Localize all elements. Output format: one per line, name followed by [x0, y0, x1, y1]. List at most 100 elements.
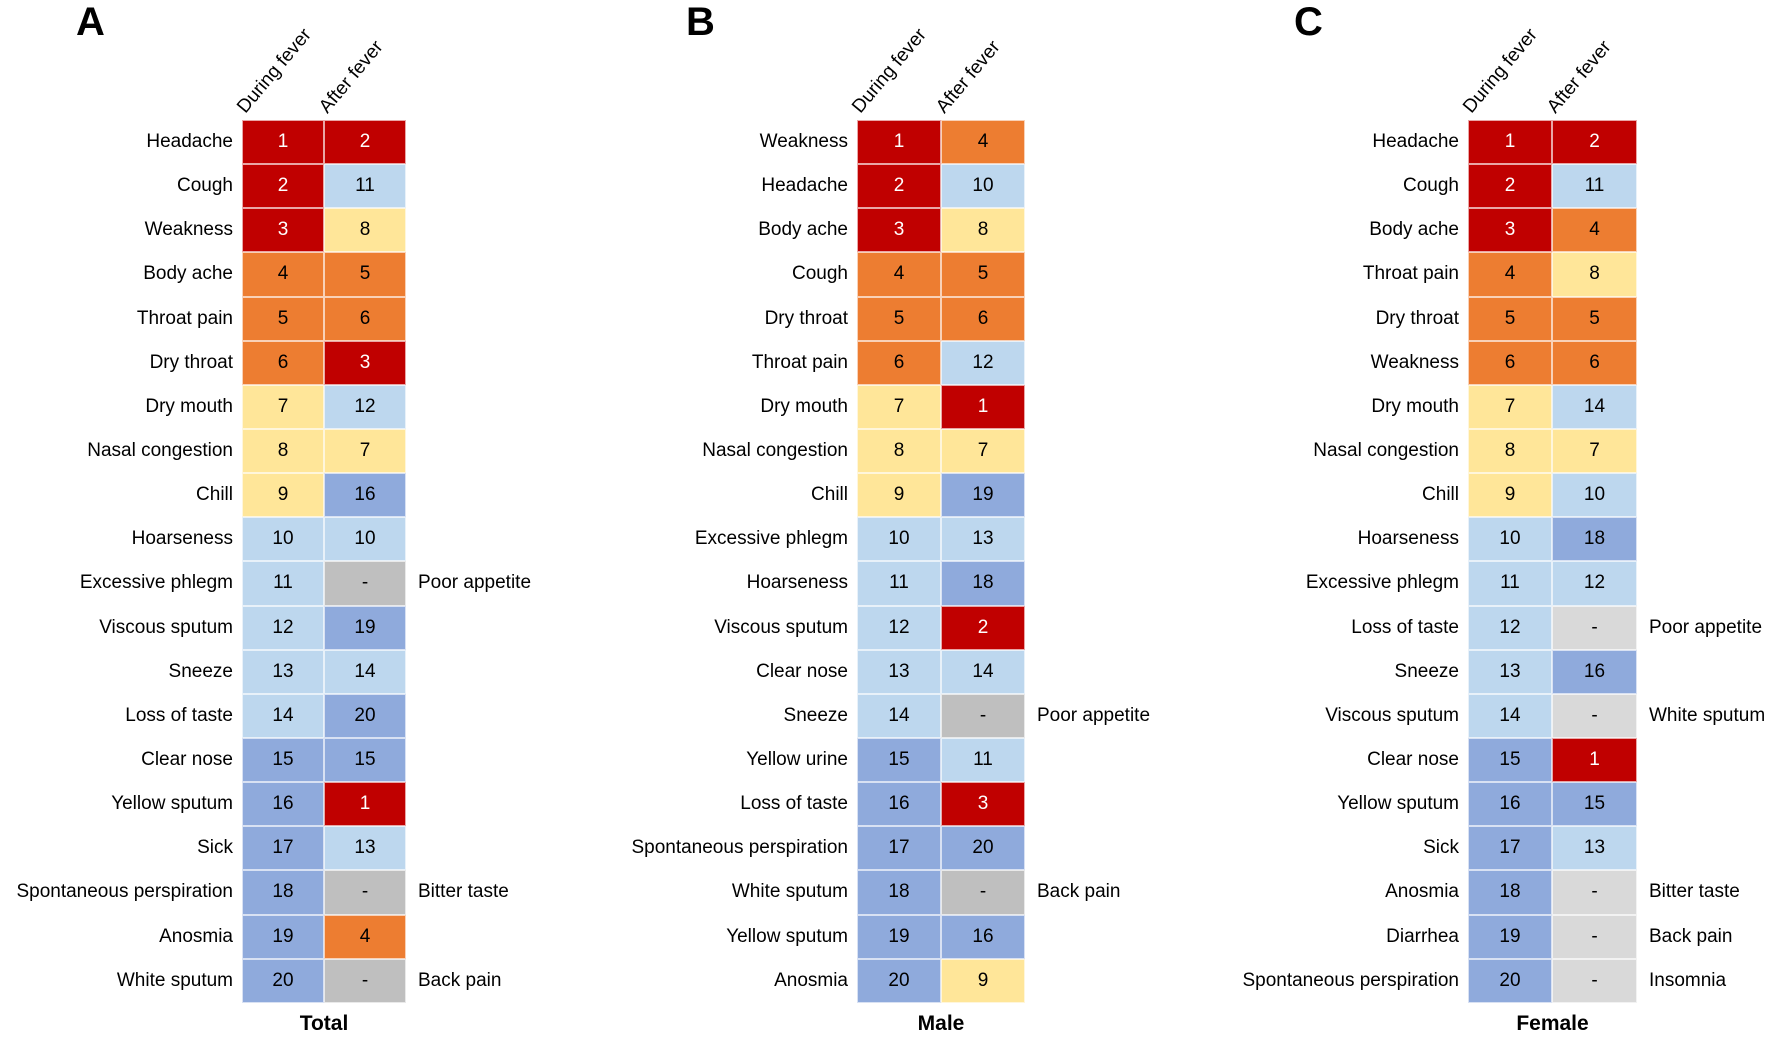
rank-cell-during: 11 [1468, 561, 1552, 606]
symptom-label: Loss of taste [125, 704, 233, 726]
rank-cell-after: - [1552, 914, 1637, 959]
rank-cell-during: 7 [857, 384, 941, 429]
column-header-during-label: During fever [233, 24, 316, 118]
rank-cell-during: 15 [242, 737, 324, 783]
annotation-label [1637, 297, 1772, 341]
annotation-label [406, 120, 616, 164]
rank-cell-during: 10 [857, 517, 941, 562]
rank-cell-after: 15 [324, 737, 406, 783]
symptom-label: Excessive phlegm [1305, 572, 1459, 594]
rank-cell-during: 11 [242, 561, 324, 606]
rank-cell-after: 16 [941, 914, 1025, 959]
column-header-after: After fever [932, 0, 1025, 120]
symptom-label: Yellow sputum [726, 925, 848, 947]
symptom-label: Excessive phlegm [79, 572, 233, 594]
annotation-label [1025, 252, 1225, 296]
symptom-label: Hoarseness [131, 528, 233, 550]
annotation-label [1637, 782, 1772, 826]
rank-cell-during: 5 [857, 296, 941, 341]
rank-cell-during: 2 [857, 164, 941, 209]
rank-cell-after: 12 [324, 384, 406, 429]
rank-cell-during: 10 [242, 517, 324, 562]
rank-cell-during: 9 [857, 473, 941, 518]
symptom-label: Dry mouth [145, 395, 233, 417]
rank-cell-after: - [324, 870, 406, 915]
symptom-label: Dry mouth [760, 395, 848, 417]
rank-cell-after: 4 [941, 120, 1025, 165]
annotation-label [1637, 120, 1772, 164]
rank-cell-after: 13 [324, 826, 406, 871]
annotation-label: Back pain [418, 969, 502, 991]
rank-cell-during: 14 [242, 693, 324, 738]
rank-cell-after: 5 [941, 252, 1025, 297]
annotation-label [1025, 782, 1225, 826]
rank-cell-after: - [324, 561, 406, 606]
annotation-label [406, 208, 616, 252]
symptom-label: Chill [811, 484, 848, 506]
rank-cell-during: 13 [857, 649, 941, 694]
symptom-label: Headache [761, 175, 848, 197]
rank-cell-during: 18 [857, 870, 941, 915]
rank-cell-after: 11 [324, 164, 406, 209]
rank-cell-after: 7 [941, 428, 1025, 474]
symptom-label: Sick [197, 837, 233, 859]
annotation-label [1025, 650, 1225, 694]
column-header-during: During fever [848, 0, 941, 120]
rank-cell-after: 16 [1552, 649, 1637, 694]
symptom-label: Anosmia [1385, 881, 1459, 903]
rank-cell-during: 20 [242, 958, 324, 1003]
rank-cell-after: 3 [324, 340, 406, 385]
rank-cell-during: 3 [1468, 208, 1552, 253]
annotation-label: Bitter taste [418, 881, 509, 903]
rank-cell-during: 18 [1468, 870, 1552, 915]
rank-cell-after: 6 [941, 296, 1025, 341]
annotation-label [1025, 429, 1225, 473]
rank-cell-during: 15 [857, 737, 941, 783]
annotation-label: Poor appetite [418, 572, 532, 594]
symptom-label: Sneeze [1394, 660, 1459, 682]
annotation-label [1025, 120, 1225, 164]
rank-cell-during: 8 [242, 428, 324, 474]
rank-cell-during: 11 [857, 561, 941, 606]
header-annotation-spacer [406, 0, 616, 120]
panel-A: A During fever After fever Headache 1 2 Cough 2… [4, 0, 616, 1041]
annotation-label [1025, 385, 1225, 429]
rank-cell-after: 5 [1552, 296, 1637, 341]
annotation-label: Back pain [1037, 881, 1121, 903]
symptom-label: Anosmia [774, 969, 848, 991]
rank-cell-after: 18 [1552, 517, 1637, 562]
annotation-label [406, 473, 616, 517]
rank-cell-after: - [1552, 870, 1637, 915]
rank-cell-during: 14 [1468, 693, 1552, 738]
column-header-after-label: After fever [932, 36, 1005, 118]
rank-cell-after: 14 [1552, 384, 1637, 429]
panel-B: B During fever After fever Weakness 1 4 Headac… [619, 0, 1225, 1041]
rank-cell-during: 3 [857, 208, 941, 253]
column-header-after: After fever [1543, 0, 1637, 120]
rank-cell-during: 5 [242, 296, 324, 341]
symptom-label: Nasal congestion [87, 440, 233, 462]
symptom-label: Sick [1423, 837, 1459, 859]
symptom-label: Loss of taste [1351, 616, 1459, 638]
symptom-label: Headache [1372, 131, 1459, 153]
header-annotation-spacer [1637, 0, 1772, 120]
symptom-label: Viscous sputum [1325, 704, 1459, 726]
annotation-label [406, 826, 616, 870]
header-annotation-spacer [1025, 0, 1225, 120]
rank-cell-during: 12 [857, 605, 941, 650]
panel-C: C During fever After fever Headache 1 2 Cough 2… [1230, 0, 1772, 1041]
symptom-label: Nasal congestion [702, 440, 848, 462]
symptom-label: Diarrhea [1386, 925, 1459, 947]
rank-cell-during: 13 [242, 649, 324, 694]
symptom-label: Dry throat [1375, 307, 1459, 329]
rank-cell-during: 18 [242, 870, 324, 915]
annotation-label [1025, 473, 1225, 517]
rank-cell-during: 20 [1468, 958, 1552, 1003]
symptom-label: Cough [1403, 175, 1459, 197]
rank-cell-after: 15 [1552, 782, 1637, 827]
annotation-label [406, 782, 616, 826]
annotation-label [1637, 738, 1772, 782]
panel-letter: A [76, 0, 105, 44]
rank-cell-during: 8 [1468, 428, 1552, 474]
symptom-label: White sputum [731, 881, 848, 903]
